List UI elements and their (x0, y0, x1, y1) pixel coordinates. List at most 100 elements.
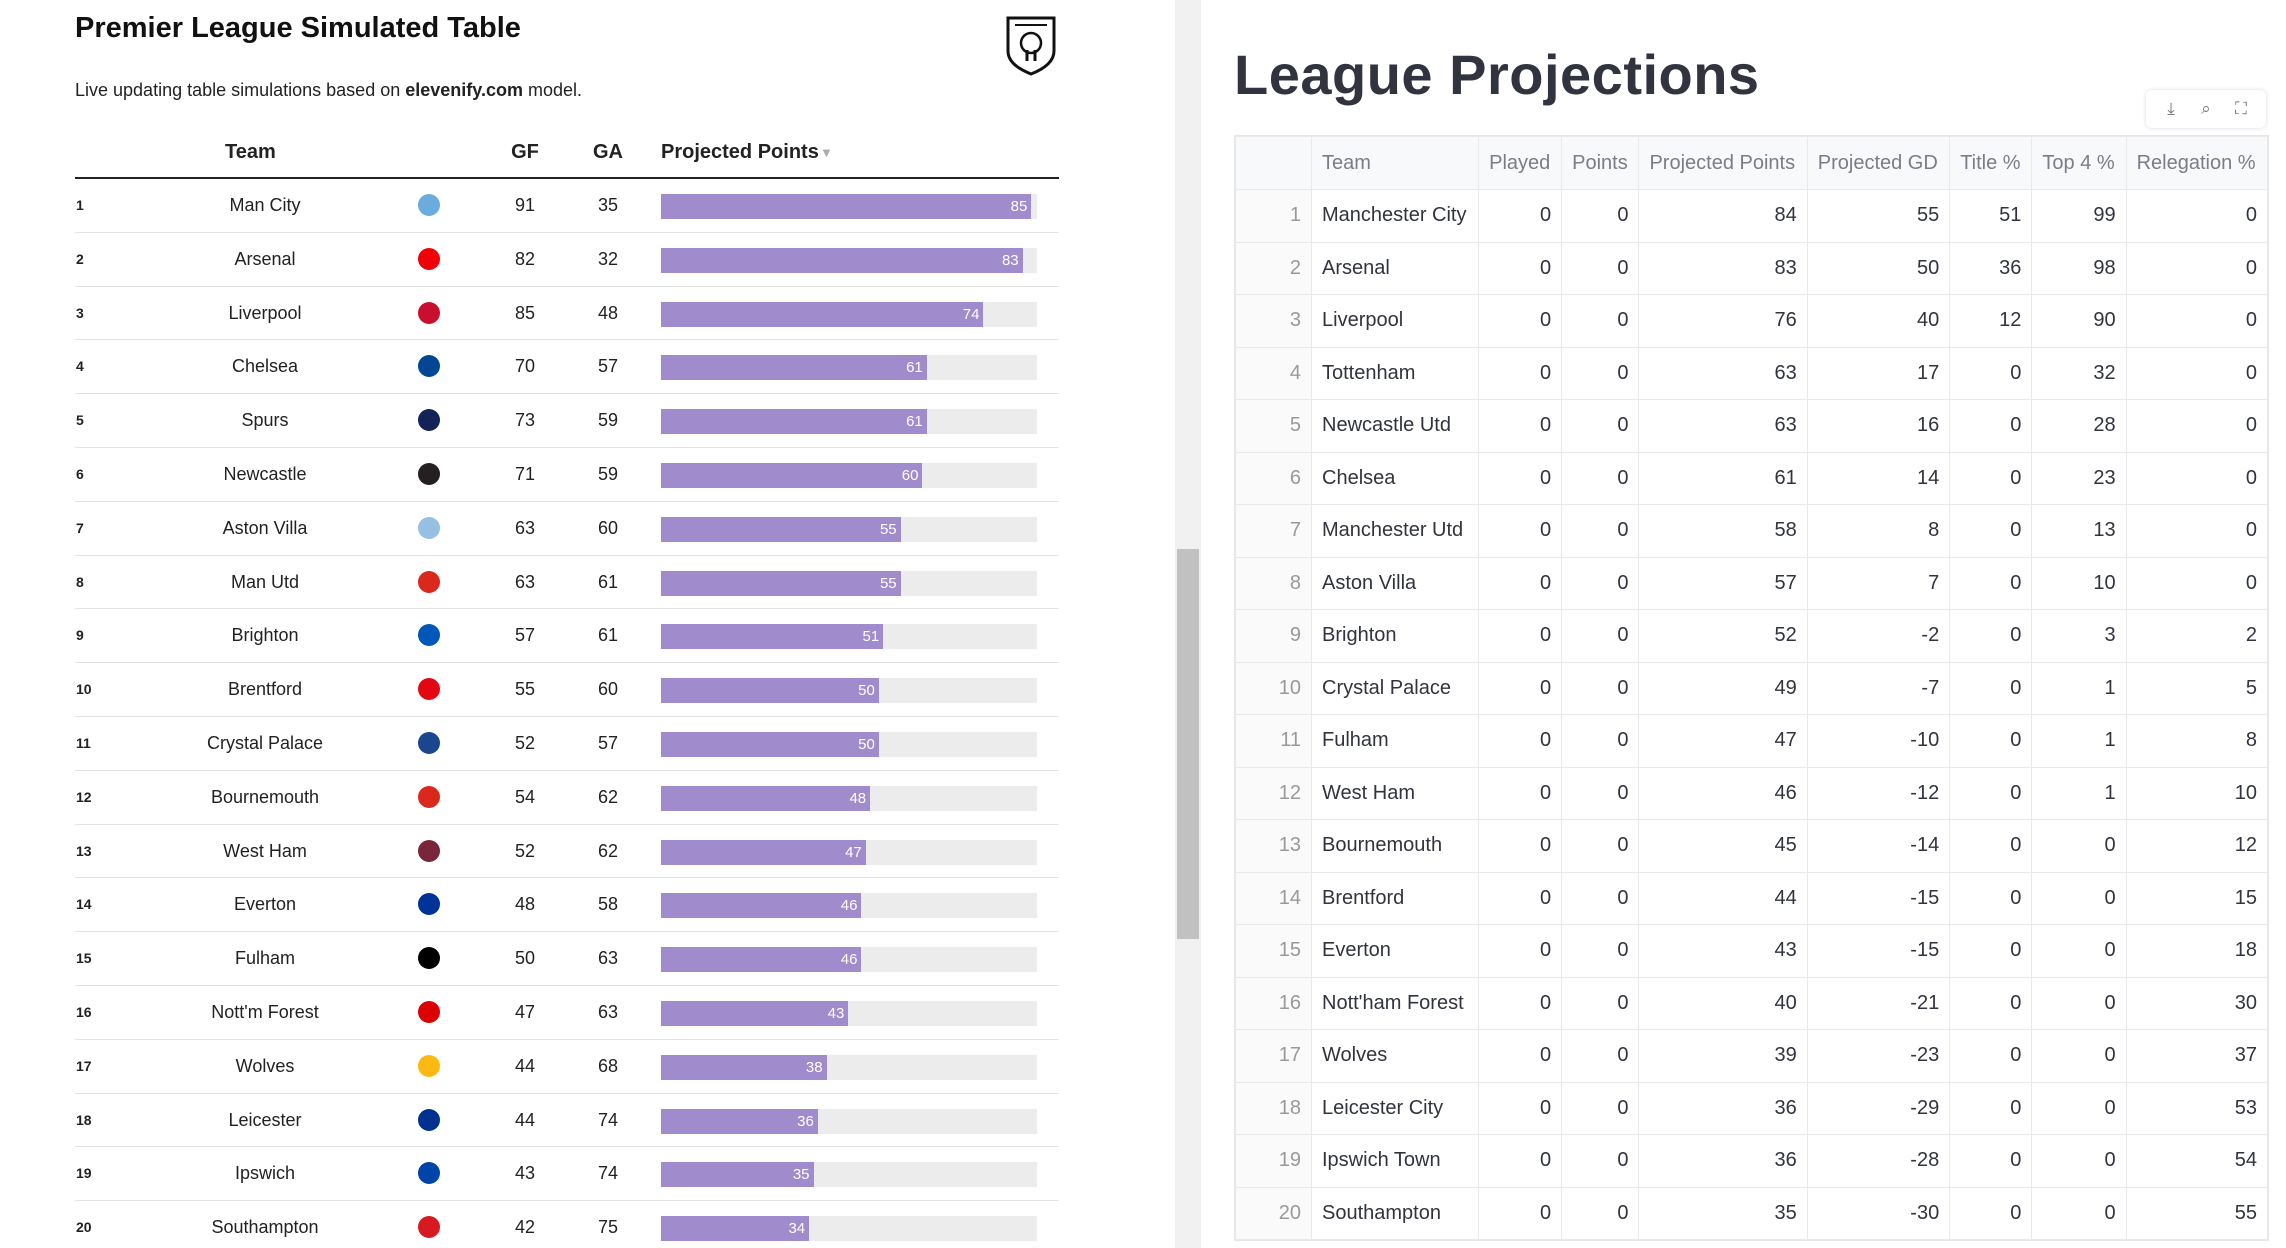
table-cell[interactable]: 84 (1638, 189, 1808, 243)
table-cell[interactable]: 0 (1478, 871, 1563, 925)
team-name[interactable]: Chelsea (1310, 451, 1480, 505)
row-index[interactable]: 7 (1235, 504, 1312, 558)
table-cell[interactable]: 0 (2125, 346, 2269, 400)
column-header[interactable]: Top 4 % (2031, 136, 2127, 190)
table-cell[interactable]: 0 (2031, 1081, 2127, 1135)
table-cell[interactable]: -12 (1806, 766, 1951, 820)
table-cell[interactable]: -23 (1806, 1029, 1951, 1083)
table-cell[interactable]: 0 (2031, 976, 2127, 1030)
search-icon[interactable]: ⌕ (2201, 99, 2211, 118)
table-cell[interactable]: 1 (2031, 661, 2127, 715)
table-cell[interactable]: 55 (2125, 1186, 2269, 1240)
table-cell[interactable]: 0 (1478, 661, 1563, 715)
team-name[interactable]: Arsenal (1310, 241, 1480, 295)
table-cell[interactable]: 1 (2031, 714, 2127, 768)
table-cell[interactable]: 0 (1478, 766, 1563, 820)
table-cell[interactable]: 0 (1949, 1029, 2033, 1083)
table-cell[interactable]: 8 (2125, 714, 2269, 768)
table-cell[interactable]: 0 (2125, 451, 2269, 505)
table-cell[interactable]: -29 (1806, 1081, 1951, 1135)
table-cell[interactable]: 0 (2125, 189, 2269, 243)
table-cell[interactable]: 0 (1949, 504, 2033, 558)
table-cell[interactable]: 12 (1949, 294, 2033, 348)
table-cell[interactable]: 0 (1478, 294, 1563, 348)
table-cell[interactable]: 90 (2031, 294, 2127, 348)
table-cell[interactable]: 0 (1949, 399, 2033, 453)
table-cell[interactable]: 0 (1478, 346, 1563, 400)
table-cell[interactable]: 52 (1638, 609, 1808, 663)
table-cell[interactable]: 40 (1638, 976, 1808, 1030)
table-cell[interactable]: 0 (1561, 1029, 1640, 1083)
table-cell[interactable]: 0 (1561, 1134, 1640, 1188)
table-cell[interactable]: 0 (1561, 819, 1640, 873)
column-header[interactable]: Team (1310, 136, 1480, 190)
team-name[interactable]: Fulham (1310, 714, 1480, 768)
elevenify-link[interactable]: elevenify.com (405, 80, 523, 100)
table-cell[interactable]: 63 (1638, 346, 1808, 400)
table-cell[interactable]: 0 (1478, 1029, 1563, 1083)
table-cell[interactable]: 0 (1478, 976, 1563, 1030)
table-cell[interactable]: 0 (1949, 556, 2033, 610)
header-projected-points[interactable]: Projected Points (661, 141, 819, 163)
table-cell[interactable]: 44 (1638, 871, 1808, 925)
table-cell[interactable]: 0 (1949, 924, 2033, 978)
table-cell[interactable]: 14 (1806, 451, 1951, 505)
table-cell[interactable]: 7 (1806, 556, 1951, 610)
table-cell[interactable]: 36 (1949, 241, 2033, 295)
row-index[interactable]: 17 (1235, 1029, 1312, 1083)
table-cell[interactable]: 50 (1806, 241, 1951, 295)
table-cell[interactable]: -15 (1806, 871, 1951, 925)
table-cell[interactable]: 43 (1638, 924, 1808, 978)
table-cell[interactable]: 53 (2125, 1081, 2269, 1135)
table-cell[interactable]: 0 (1561, 1081, 1640, 1135)
fullscreen-icon[interactable]: ⛶ (2235, 99, 2247, 118)
table-cell[interactable]: 0 (1949, 976, 2033, 1030)
table-cell[interactable]: 0 (1478, 556, 1563, 610)
row-index[interactable]: 8 (1235, 556, 1312, 610)
table-cell[interactable]: 0 (1949, 609, 2033, 663)
table-cell[interactable]: 0 (2031, 924, 2127, 978)
table-cell[interactable]: 0 (2031, 871, 2127, 925)
row-index[interactable]: 16 (1235, 976, 1312, 1030)
table-cell[interactable]: 13 (2031, 504, 2127, 558)
table-cell[interactable]: 0 (1561, 451, 1640, 505)
row-index[interactable]: 18 (1235, 1081, 1312, 1135)
table-cell[interactable]: 1 (2031, 766, 2127, 820)
table-cell[interactable]: 0 (1478, 1081, 1563, 1135)
table-cell[interactable]: 3 (2031, 609, 2127, 663)
row-index[interactable]: 4 (1235, 346, 1312, 400)
table-cell[interactable]: -7 (1806, 661, 1951, 715)
sort-desc-icon[interactable]: ▼ (820, 145, 833, 160)
table-cell[interactable]: -14 (1806, 819, 1951, 873)
table-cell[interactable]: 0 (1561, 189, 1640, 243)
table-cell[interactable]: 36 (1638, 1134, 1808, 1188)
header-team[interactable]: Team (225, 141, 276, 163)
table-cell[interactable]: 15 (2125, 871, 2269, 925)
table-cell[interactable]: 0 (1949, 1081, 2033, 1135)
table-cell[interactable]: 16 (1806, 399, 1951, 453)
table-cell[interactable]: 0 (1478, 924, 1563, 978)
table-cell[interactable]: 83 (1638, 241, 1808, 295)
table-cell[interactable]: 98 (2031, 241, 2127, 295)
team-name[interactable]: Crystal Palace (1310, 661, 1480, 715)
table-cell[interactable]: 28 (2031, 399, 2127, 453)
table-cell[interactable]: 0 (2031, 1134, 2127, 1188)
table-cell[interactable]: 76 (1638, 294, 1808, 348)
table-cell[interactable]: 10 (2125, 766, 2269, 820)
table-cell[interactable]: -2 (1806, 609, 1951, 663)
team-name[interactable]: Brighton (1310, 609, 1480, 663)
team-name[interactable]: Southampton (1310, 1186, 1480, 1240)
row-index[interactable]: 10 (1235, 661, 1312, 715)
team-name[interactable]: Manchester Utd (1310, 504, 1480, 558)
table-cell[interactable]: 0 (1561, 609, 1640, 663)
table-cell[interactable]: 0 (2125, 504, 2269, 558)
table-cell[interactable]: -15 (1806, 924, 1951, 978)
table-cell[interactable]: 0 (1949, 819, 2033, 873)
column-header[interactable]: Relegation % (2125, 136, 2269, 190)
table-cell[interactable]: 2 (2125, 609, 2269, 663)
table-cell[interactable]: 0 (1949, 1134, 2033, 1188)
table-cell[interactable]: 54 (2125, 1134, 2269, 1188)
column-header[interactable]: Title % (1949, 136, 2033, 190)
table-cell[interactable]: 57 (1638, 556, 1808, 610)
table-cell[interactable]: 0 (1949, 451, 2033, 505)
